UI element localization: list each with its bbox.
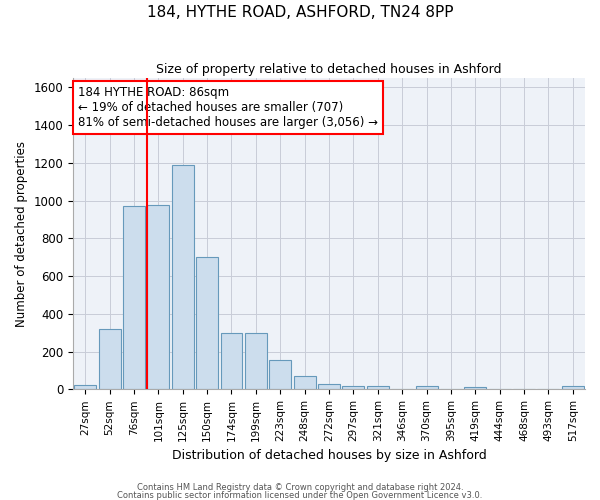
Text: 184 HYTHE ROAD: 86sqm
← 19% of detached houses are smaller (707)
81% of semi-det: 184 HYTHE ROAD: 86sqm ← 19% of detached … xyxy=(78,86,378,129)
Title: Size of property relative to detached houses in Ashford: Size of property relative to detached ho… xyxy=(156,62,502,76)
Y-axis label: Number of detached properties: Number of detached properties xyxy=(15,140,28,326)
Bar xyxy=(74,384,96,390)
Text: 184, HYTHE ROAD, ASHFORD, TN24 8PP: 184, HYTHE ROAD, ASHFORD, TN24 8PP xyxy=(147,5,453,20)
Bar xyxy=(367,386,389,390)
Bar xyxy=(148,206,169,390)
Bar xyxy=(416,386,437,390)
Bar xyxy=(221,332,242,390)
Text: Contains public sector information licensed under the Open Government Licence v3: Contains public sector information licen… xyxy=(118,490,482,500)
Bar xyxy=(343,386,364,390)
Bar xyxy=(172,165,194,390)
Bar xyxy=(293,376,316,390)
Bar xyxy=(245,332,267,390)
Bar xyxy=(123,206,145,390)
Bar xyxy=(318,384,340,390)
Bar xyxy=(562,386,584,390)
Bar xyxy=(464,388,486,390)
Text: Contains HM Land Registry data © Crown copyright and database right 2024.: Contains HM Land Registry data © Crown c… xyxy=(137,484,463,492)
Bar xyxy=(269,360,291,390)
Bar xyxy=(98,329,121,390)
Bar xyxy=(196,258,218,390)
X-axis label: Distribution of detached houses by size in Ashford: Distribution of detached houses by size … xyxy=(172,450,487,462)
